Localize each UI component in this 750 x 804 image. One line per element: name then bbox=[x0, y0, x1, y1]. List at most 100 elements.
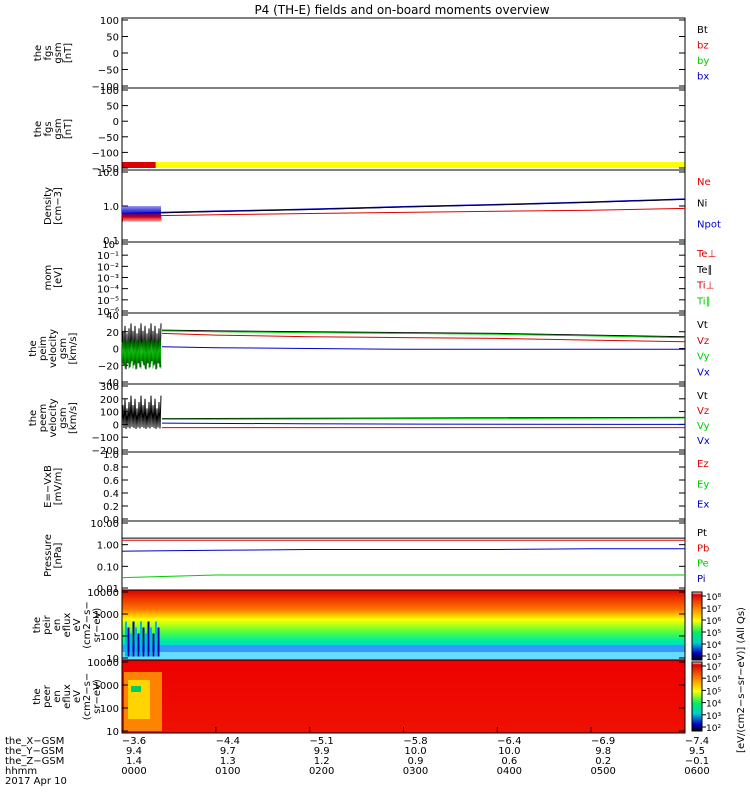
y-tick-label: 10⁻⁴ bbox=[97, 285, 119, 296]
y-tick-label: 0.2 bbox=[103, 502, 119, 513]
legend-vz: Vz bbox=[697, 406, 709, 417]
xaxis-value-x: −4.4 bbox=[216, 736, 240, 747]
y-axis-label: [mV/m] bbox=[53, 468, 64, 506]
xaxis-value-t: 0200 bbox=[309, 766, 334, 777]
xaxis-value-y: 9.4 bbox=[126, 746, 142, 757]
y-axis-label: [nPa] bbox=[53, 542, 64, 568]
legend-vy: Vy bbox=[697, 421, 710, 432]
y-axis-label: gsm bbox=[58, 338, 69, 359]
spectrogram-noise bbox=[145, 633, 147, 657]
trace-pressure-pe bbox=[121, 574, 685, 579]
y-tick-label: 10⁰ bbox=[102, 240, 119, 251]
spectrogram-noise bbox=[150, 627, 152, 657]
y-axis-label: peim bbox=[38, 336, 49, 361]
panel-fgs: 100 50 0 −50 −100 the fgs gsm [nT] Bt bz by bx bbox=[33, 16, 709, 93]
y-tick-label: 10⁻⁵ bbox=[97, 296, 119, 307]
y-tick-label: 1.0 bbox=[103, 450, 119, 461]
xaxis-row-label: hhmm bbox=[5, 766, 37, 777]
panel-efield: 1.0 0.8 0.6 0.4 0.2 0.0 E=−VxB [mV/m] Ez Ey Ex bbox=[43, 450, 709, 526]
y-tick-label: 50 bbox=[106, 102, 119, 113]
colorbar-tick-label: 10⁶ bbox=[706, 617, 721, 627]
y-axis-label: the bbox=[33, 121, 44, 137]
trace-peim-vx bbox=[161, 346, 685, 350]
panel-frame bbox=[121, 520, 686, 591]
xaxis-value-y: 10.0 bbox=[404, 746, 426, 757]
colorbar-tick-label: 10⁴ bbox=[706, 700, 721, 710]
trace-peem-vx bbox=[161, 422, 686, 425]
trace-density-noise bbox=[121, 205, 162, 220]
y-tick-label: 0 bbox=[113, 345, 119, 356]
colorbar-tick-label: 10⁶ bbox=[706, 675, 721, 685]
legend-vx: Vx bbox=[697, 436, 710, 447]
spectrogram-noise bbox=[132, 621, 135, 657]
y-axis-label: the bbox=[32, 617, 43, 633]
y-axis-label: sr−eV) bbox=[92, 679, 103, 714]
y-axis-label: Density bbox=[43, 187, 54, 225]
legend-npot: Npot bbox=[697, 220, 721, 231]
y-tick-label: −100 bbox=[92, 433, 119, 444]
panel-pressure: 10.00 1.00 0.10 0.01 Pressure [nPa] Pt Pb Pe Pi bbox=[43, 519, 709, 595]
y-tick-label: 100 bbox=[100, 86, 119, 97]
xaxis-value-z: 0.9 bbox=[408, 756, 424, 767]
panel-frame bbox=[121, 241, 686, 314]
y-axis-label: the bbox=[28, 340, 39, 356]
y-axis-label: Pressure bbox=[43, 534, 54, 577]
xaxis-value-t: 0500 bbox=[590, 766, 615, 777]
y-tick-label: 100 bbox=[100, 632, 119, 643]
legend-ez: Ez bbox=[697, 459, 709, 470]
xaxis-value-y: 9.5 bbox=[689, 746, 705, 757]
trace-density-noise bbox=[121, 213, 162, 222]
y-tick-label: 10000 bbox=[87, 658, 119, 669]
legend-ey: Ey bbox=[697, 479, 709, 490]
legend-pi: Pi bbox=[697, 574, 706, 585]
spectrogram-band bbox=[122, 652, 685, 660]
spectrogram-noise bbox=[140, 621, 142, 657]
y-tick-label: 40 bbox=[106, 311, 119, 322]
legend-vt: Vt bbox=[697, 391, 708, 402]
y-axis-label: peir bbox=[42, 614, 53, 634]
y-axis-label: eflux bbox=[62, 613, 73, 638]
xaxis-value-t: 0300 bbox=[403, 766, 428, 777]
y-tick-label: 10.00 bbox=[90, 519, 119, 530]
y-tick-label: −100 bbox=[92, 148, 119, 159]
y-tick-label: 300 bbox=[100, 382, 119, 393]
y-tick-label: 1.00 bbox=[97, 541, 119, 552]
y-axis-label: [nT] bbox=[63, 119, 74, 139]
colorbar-tick-label: 10⁷ bbox=[706, 605, 721, 615]
trace-peem-vt bbox=[161, 416, 686, 420]
xaxis-value-z: 1.3 bbox=[220, 756, 236, 767]
y-tick-label: 0.1 bbox=[103, 236, 119, 247]
xaxis-value-y: 9.9 bbox=[314, 746, 330, 757]
colorbar-tick-label: 10⁵ bbox=[706, 629, 721, 639]
trace-peem-noise bbox=[121, 395, 162, 430]
y-axis-label: sr−eV) bbox=[92, 608, 103, 643]
y-axis-label: gsm bbox=[58, 407, 69, 428]
spectrogram-noise bbox=[152, 633, 155, 657]
y-tick-label: 10⁻¹ bbox=[97, 251, 119, 262]
y-tick-label: 50 bbox=[106, 33, 119, 44]
spectrogram-noise bbox=[147, 621, 150, 657]
spectrogram-band bbox=[122, 645, 685, 652]
panel-peir: 10000 1000 100 10 the peir en eflux eV (cm2−s− sr−… bbox=[32, 588, 686, 665]
y-axis-label: (cm2−s− bbox=[82, 601, 93, 648]
y-axis-label: the bbox=[33, 45, 44, 61]
y-tick-label: 20 bbox=[106, 328, 119, 339]
y-tick-label: 1000 bbox=[94, 681, 119, 692]
y-tick-label: 10.0 bbox=[97, 168, 119, 179]
panel-frame bbox=[121, 312, 686, 385]
y-tick-label: 200 bbox=[100, 395, 119, 406]
y-tick-label: 0.6 bbox=[103, 476, 119, 487]
y-tick-label: 10000 bbox=[87, 588, 119, 599]
y-axis-label: velocity bbox=[48, 398, 59, 437]
spectrogram-peer bbox=[122, 660, 685, 733]
legend-by: by bbox=[697, 56, 709, 67]
xaxis-value-t: 0000 bbox=[121, 766, 146, 777]
spectrogram-noise bbox=[137, 633, 140, 657]
xaxis-value-z: 1.4 bbox=[126, 756, 142, 767]
y-tick-label: −50 bbox=[98, 66, 119, 77]
y-tick-label: −100 bbox=[92, 82, 119, 93]
xaxis-value-x: −5.1 bbox=[310, 736, 334, 747]
y-axis-label: fgs bbox=[43, 45, 54, 60]
panel-frame bbox=[121, 87, 686, 171]
spectrogram-patch bbox=[128, 680, 150, 719]
